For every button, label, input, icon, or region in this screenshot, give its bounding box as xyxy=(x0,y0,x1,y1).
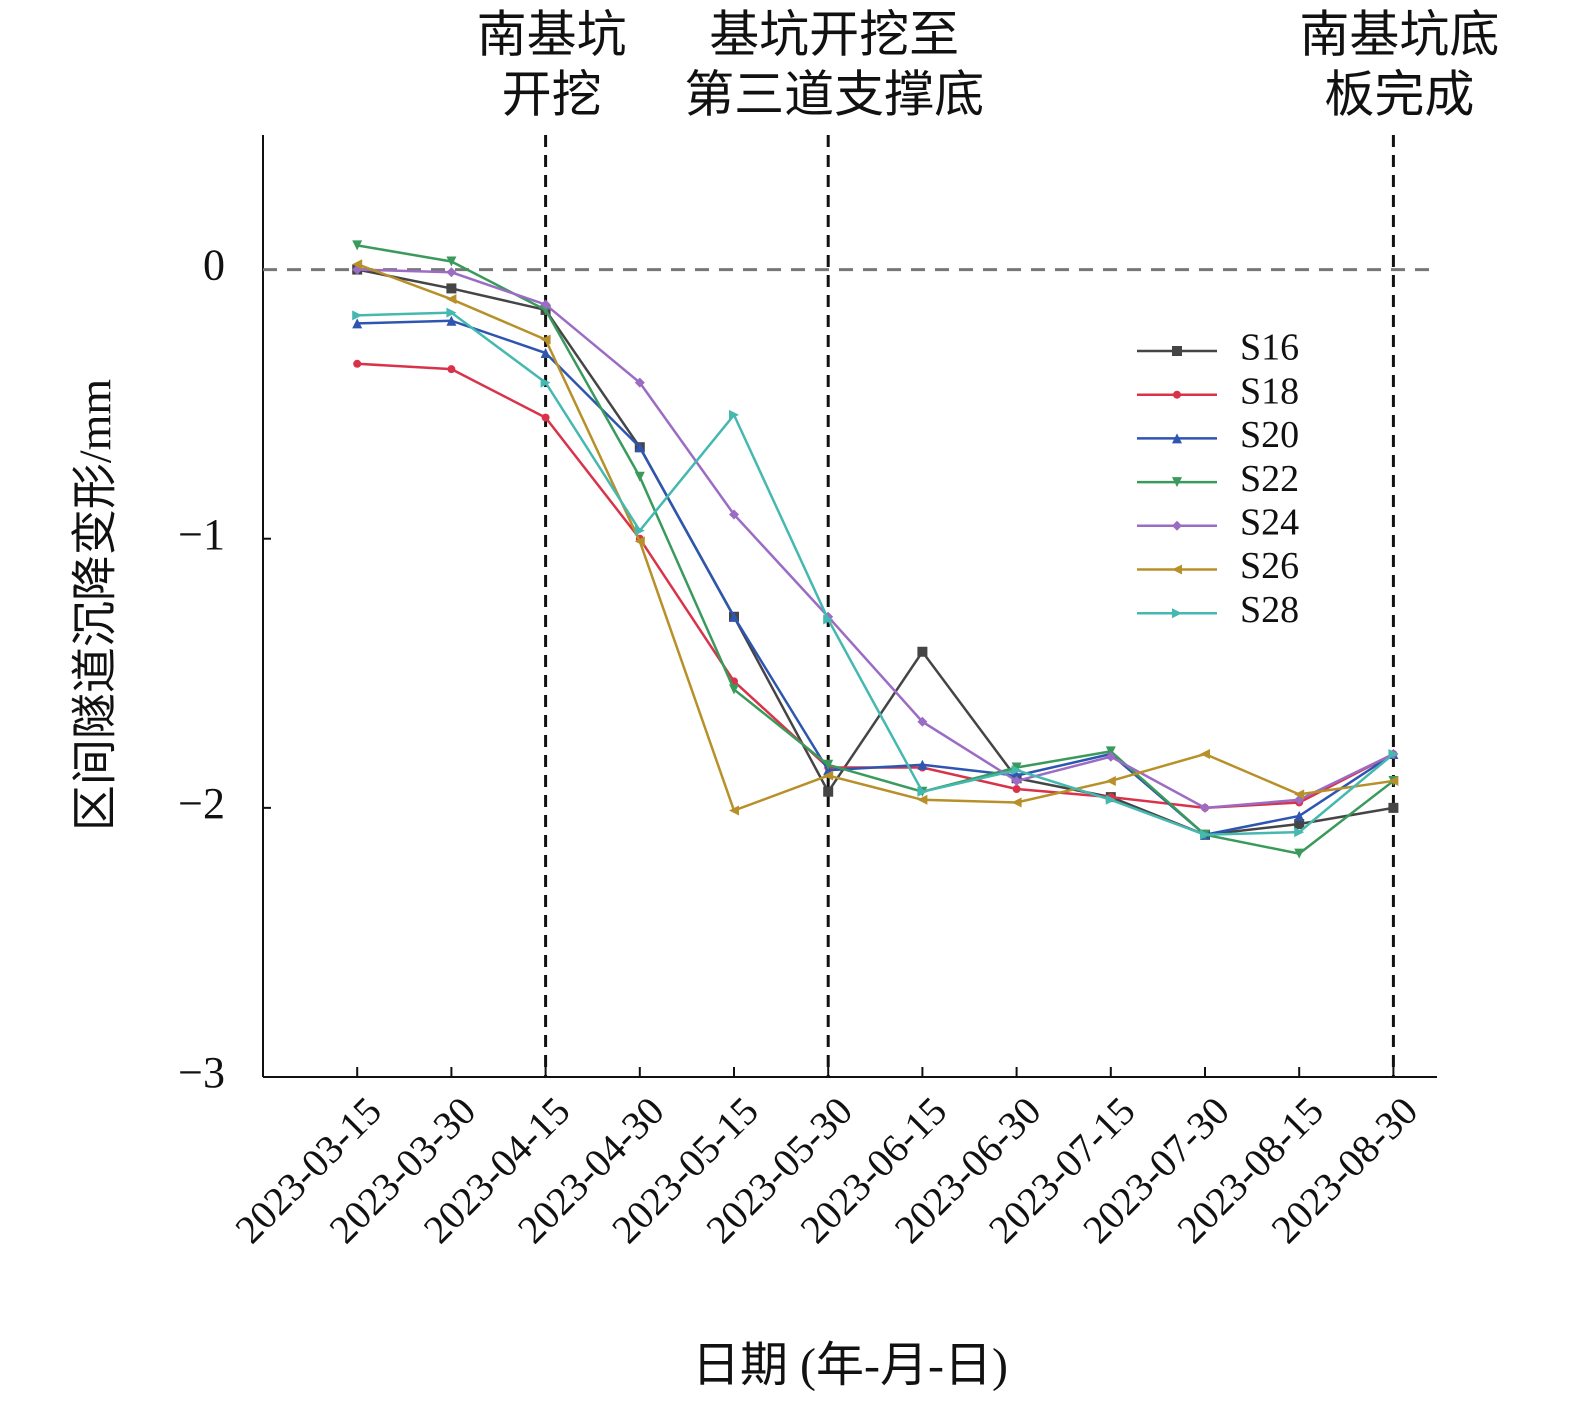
point xyxy=(634,377,645,388)
y-tick-label: −3 xyxy=(178,1048,225,1097)
point xyxy=(1172,564,1182,575)
point xyxy=(634,536,645,547)
point xyxy=(1294,848,1305,859)
point xyxy=(634,525,645,536)
point xyxy=(540,348,551,359)
point xyxy=(917,759,928,770)
point xyxy=(729,509,739,520)
legend-label: S28 xyxy=(1240,589,1299,631)
point xyxy=(1294,819,1305,830)
point xyxy=(917,716,928,727)
point xyxy=(1105,746,1116,757)
point xyxy=(729,684,739,695)
point xyxy=(1105,775,1116,786)
event-label: 板完成 xyxy=(1324,66,1474,122)
point xyxy=(446,307,457,318)
point xyxy=(1105,794,1116,805)
point xyxy=(541,413,550,422)
point xyxy=(917,794,928,805)
legend-label: S20 xyxy=(1240,414,1299,456)
point xyxy=(917,646,928,657)
point xyxy=(634,471,645,482)
point xyxy=(1011,765,1022,776)
point xyxy=(353,359,362,368)
point xyxy=(1105,751,1116,762)
point xyxy=(823,786,834,797)
point xyxy=(352,310,363,321)
point xyxy=(1200,749,1210,760)
legend-label: S24 xyxy=(1240,502,1299,544)
point xyxy=(1011,775,1022,786)
point xyxy=(446,267,457,278)
point xyxy=(446,283,457,294)
point xyxy=(729,805,739,816)
point xyxy=(447,365,456,374)
point xyxy=(823,770,834,781)
legend-label: S18 xyxy=(1240,370,1299,412)
point xyxy=(1172,433,1182,444)
point xyxy=(1172,520,1182,531)
y-tick-label: −1 xyxy=(178,510,225,559)
event-label: 南基坑 xyxy=(477,6,627,62)
event-label: 基坑开挖至 xyxy=(709,6,959,62)
event-label: 第三道支撑底 xyxy=(684,66,984,122)
point xyxy=(1200,829,1210,840)
point xyxy=(823,759,834,770)
series-line xyxy=(356,268,1394,837)
point xyxy=(446,256,457,267)
point xyxy=(446,294,457,305)
series-line xyxy=(357,319,1395,837)
point xyxy=(1012,785,1021,794)
point xyxy=(1294,810,1305,821)
point xyxy=(823,614,834,625)
series-line xyxy=(357,311,1395,837)
point xyxy=(1011,797,1022,808)
legend-label: S16 xyxy=(1240,327,1299,369)
legend-label: S26 xyxy=(1240,545,1299,587)
y-tick-label: −2 xyxy=(178,779,225,828)
point xyxy=(917,786,928,797)
y-axis-title: 区间隧道沉降变形/mm xyxy=(70,379,121,832)
point xyxy=(729,409,739,420)
point xyxy=(634,442,645,453)
point xyxy=(540,334,551,345)
y-tick-label: 0 xyxy=(203,241,225,290)
event-label: 开挖 xyxy=(502,66,602,122)
point xyxy=(352,259,363,270)
point xyxy=(352,240,363,251)
series-line xyxy=(357,362,1394,810)
point xyxy=(1294,789,1305,800)
point xyxy=(729,611,739,622)
point xyxy=(1388,775,1399,786)
point xyxy=(1388,802,1399,813)
point xyxy=(1200,802,1210,813)
point xyxy=(540,299,551,310)
point xyxy=(1173,390,1181,399)
point xyxy=(1172,346,1182,356)
point xyxy=(1011,762,1022,773)
x-axis-title: 日期 (年-月-日) xyxy=(692,1339,1008,1392)
series-line xyxy=(356,263,1394,813)
point xyxy=(1388,749,1399,760)
series-line xyxy=(356,244,1395,855)
point xyxy=(1294,827,1305,838)
point xyxy=(1172,608,1182,619)
point xyxy=(1172,477,1182,488)
event-label: 南基坑底 xyxy=(1299,6,1499,62)
point xyxy=(540,377,551,388)
legend-label: S22 xyxy=(1240,458,1299,500)
point xyxy=(446,315,457,326)
point xyxy=(352,318,363,329)
series-line xyxy=(357,268,1394,810)
